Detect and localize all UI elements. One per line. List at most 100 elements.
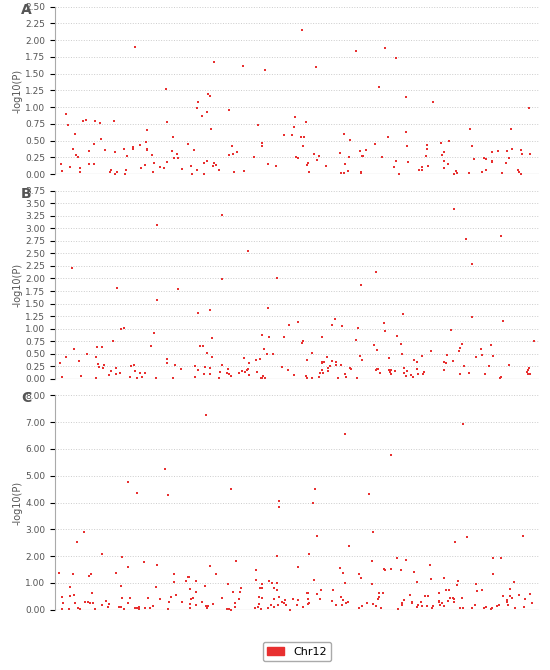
Point <box>123 561 132 572</box>
Point <box>413 602 422 612</box>
Point <box>155 161 164 172</box>
Point <box>135 604 144 614</box>
Point <box>112 362 121 373</box>
Point <box>131 366 140 377</box>
Point <box>226 483 235 494</box>
Point <box>370 139 379 149</box>
Point <box>232 555 240 566</box>
Point <box>218 209 227 220</box>
Point <box>68 262 76 273</box>
Point <box>120 169 129 180</box>
Point <box>57 604 66 614</box>
Point <box>449 594 458 604</box>
Point <box>386 450 395 460</box>
Point <box>208 333 217 344</box>
Point <box>384 353 393 364</box>
Point <box>288 130 296 141</box>
Point <box>497 371 505 382</box>
Point <box>230 598 239 608</box>
Point <box>244 358 253 369</box>
Point <box>303 373 312 384</box>
Point <box>92 352 101 362</box>
Point <box>254 602 262 612</box>
Point <box>456 343 465 354</box>
Point <box>143 125 152 135</box>
Point <box>62 108 70 119</box>
Point <box>65 591 74 602</box>
Point <box>281 594 290 605</box>
Point <box>298 338 306 348</box>
Point <box>357 573 366 584</box>
Point <box>119 143 128 154</box>
Point <box>133 488 142 498</box>
Point <box>277 362 286 373</box>
Point <box>422 600 431 611</box>
Point <box>263 302 272 313</box>
Point <box>242 364 251 375</box>
Point <box>449 168 458 179</box>
Point <box>488 602 497 613</box>
Point <box>76 167 85 178</box>
Point <box>111 169 120 180</box>
Point <box>279 597 288 608</box>
Point <box>452 166 460 177</box>
Point <box>117 580 125 591</box>
Point <box>472 352 481 362</box>
Point <box>275 592 284 602</box>
Point <box>327 596 336 606</box>
Point <box>227 604 235 615</box>
Point <box>119 604 128 614</box>
Point <box>375 587 384 598</box>
Point <box>439 147 448 157</box>
Point <box>88 588 97 598</box>
Point <box>172 589 180 600</box>
Point <box>381 42 389 53</box>
Point <box>293 599 301 610</box>
Point <box>85 598 94 608</box>
Point <box>194 308 202 318</box>
Point <box>503 594 512 605</box>
Point <box>270 594 278 604</box>
Point <box>371 365 380 376</box>
Point <box>104 602 113 612</box>
Point <box>193 103 202 113</box>
Point <box>124 597 133 608</box>
Point <box>160 162 169 173</box>
Point <box>298 141 307 151</box>
Point <box>90 604 99 614</box>
Point <box>73 602 82 613</box>
Point <box>502 597 511 608</box>
Point <box>274 496 283 507</box>
Point <box>236 583 245 594</box>
Point <box>163 117 172 127</box>
Point <box>168 132 177 143</box>
Point <box>340 369 349 379</box>
Point <box>218 592 227 603</box>
Point <box>494 600 503 610</box>
Point <box>397 338 405 349</box>
Point <box>75 162 84 173</box>
Point <box>55 358 64 369</box>
Point <box>298 25 306 36</box>
Point <box>299 131 308 142</box>
Point <box>71 598 80 608</box>
Point <box>118 592 127 603</box>
Point <box>387 365 395 376</box>
Point <box>328 356 337 366</box>
Point <box>170 360 179 371</box>
Point <box>64 120 73 131</box>
Point <box>498 168 507 178</box>
Point <box>302 159 311 170</box>
Point <box>440 156 449 167</box>
Point <box>164 604 173 614</box>
Point <box>112 369 120 380</box>
Point <box>252 355 261 366</box>
Point <box>166 592 175 602</box>
Point <box>299 601 307 612</box>
Point <box>426 574 435 585</box>
Point <box>317 364 326 375</box>
Point <box>115 602 124 612</box>
Point <box>380 563 389 574</box>
Point <box>488 147 497 157</box>
Point <box>358 151 366 161</box>
